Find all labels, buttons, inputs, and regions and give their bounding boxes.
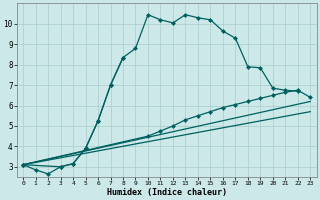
X-axis label: Humidex (Indice chaleur): Humidex (Indice chaleur)	[107, 188, 227, 197]
